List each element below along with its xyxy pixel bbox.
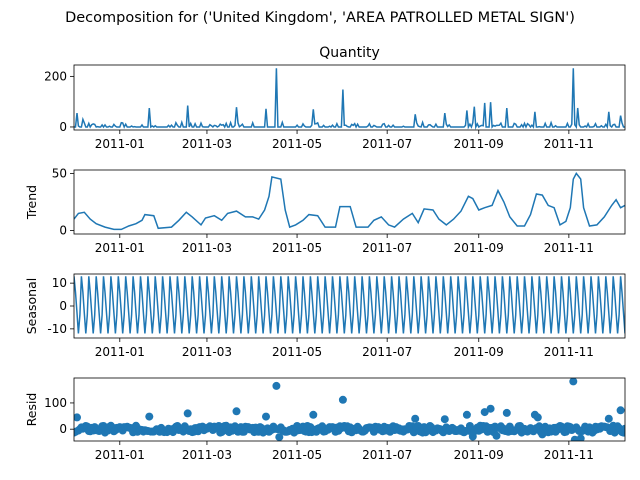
y-tick-label: 0 — [59, 299, 67, 313]
plot-area — [74, 68, 625, 130]
axes-frame — [73, 377, 626, 442]
y-tick-label: 0 — [59, 120, 67, 134]
x-tick-label: 2011-07 — [362, 448, 412, 462]
x-tick-label: 2011-05 — [272, 241, 322, 255]
x-tick-label: 2011-07 — [362, 345, 412, 359]
y-axis-label: Trend — [24, 185, 39, 220]
resid-point — [621, 424, 625, 433]
resid-point — [145, 412, 154, 421]
x-tick-label: 2011-09 — [454, 345, 504, 359]
x-tick-label: 2011-05 — [272, 137, 322, 151]
panel-4: 0 100 2011-01 2011-03 2011-05 2011-07 2011-09 2… — [24, 377, 626, 462]
x-tick-label: 2011-09 — [454, 241, 504, 255]
resid-point — [576, 434, 585, 441]
x-tick-label: 2011-11 — [544, 137, 594, 151]
resid-point — [183, 409, 192, 418]
axes-frame — [73, 64, 626, 131]
resid-point — [440, 415, 449, 424]
y-axis-label: Seasonal — [24, 278, 39, 335]
resid-point — [275, 433, 284, 441]
y-tick-label: 50 — [52, 166, 67, 180]
x-tick-label: 2011-03 — [182, 137, 232, 151]
resid-point — [74, 413, 81, 422]
x-tick-label: 2011-09 — [454, 448, 504, 462]
x-tick-label: 2011-11 — [544, 448, 594, 462]
y-tick-label: 10 — [52, 276, 67, 290]
resid-point — [502, 408, 511, 417]
resid-point — [533, 413, 542, 422]
y-tick-label: -10 — [47, 322, 67, 336]
x-tick-label: 2011-11 — [544, 345, 594, 359]
resid-point — [570, 435, 579, 441]
x-tick-label: 2011-03 — [182, 345, 232, 359]
y-tick-label: 0 — [59, 422, 67, 436]
resid-point — [309, 410, 318, 419]
resid-point — [480, 408, 489, 417]
resid-point — [262, 412, 270, 421]
panel-1: 0 200 2011-01 2011-03 2011-05 2011-07 2011-09 2… — [44, 45, 626, 151]
seasonal-series-line — [74, 276, 625, 334]
x-tick-label: 2011-05 — [272, 345, 322, 359]
resid-point — [232, 407, 241, 416]
plot-area — [74, 378, 625, 441]
x-tick-label: 2011-03 — [182, 448, 232, 462]
quantity-series-line — [74, 68, 625, 130]
y-tick-label: 100 — [44, 396, 67, 410]
resid-point — [272, 381, 281, 390]
resid-point — [411, 414, 420, 423]
x-tick-label: 2011-07 — [362, 137, 412, 151]
trend-series-line — [74, 172, 625, 231]
plot-area — [74, 172, 625, 231]
resid-point — [492, 431, 501, 440]
y-tick-label: 0 — [59, 224, 67, 238]
panel-title: Quantity — [319, 45, 380, 61]
panel-2: 0 50 2011-01 2011-03 2011-05 2011-07 2011-09 20… — [24, 166, 626, 255]
figure-title: Decomposition for ('United Kingdom', 'AR… — [65, 10, 575, 26]
plot-area — [74, 276, 625, 334]
resid-point — [462, 410, 471, 419]
x-tick-label: 2011-01 — [95, 241, 145, 255]
x-tick-label: 2011-11 — [544, 241, 594, 255]
panel-3: -10 0 10 2011-01 2011-03 2011-05 2011-07 2011-0… — [24, 273, 626, 359]
x-tick-label: 2011-05 — [272, 448, 322, 462]
x-tick-label: 2011-01 — [95, 448, 145, 462]
x-tick-label: 2011-01 — [95, 345, 145, 359]
resid-point — [338, 395, 347, 404]
x-tick-label: 2011-07 — [362, 241, 412, 255]
axes-frame — [73, 169, 626, 235]
resid-point — [486, 404, 495, 413]
y-tick-label: 200 — [44, 69, 67, 83]
x-tick-label: 2011-09 — [454, 137, 504, 151]
resid-point — [616, 406, 625, 415]
resid-point — [604, 414, 613, 423]
x-tick-label: 2011-01 — [95, 137, 145, 151]
y-axis-label: Resid — [24, 393, 39, 427]
resid-point — [569, 378, 578, 386]
x-tick-label: 2011-03 — [182, 241, 232, 255]
